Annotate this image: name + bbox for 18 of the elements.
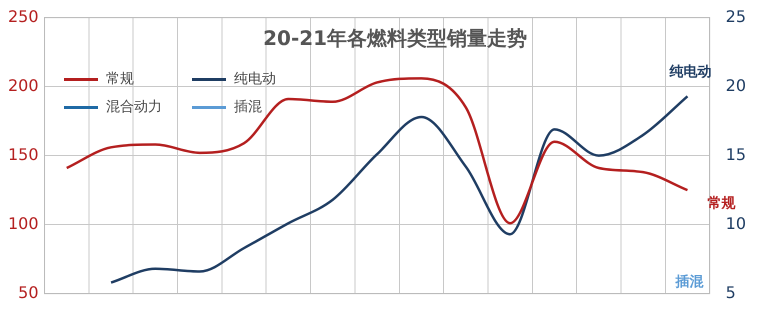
- legend-label: 纯电动: [234, 70, 276, 88]
- annotation: 插混: [674, 274, 705, 290]
- y-tick-label: 150: [8, 144, 39, 164]
- legend-label: 插混: [234, 98, 262, 116]
- y2-tick-label: 20: [726, 76, 746, 95]
- y2-tick-label: 5: [726, 282, 736, 302]
- legend-label: 常规: [106, 70, 134, 88]
- y-tick-label: 250: [8, 6, 39, 26]
- y-tick-label: 200: [8, 76, 39, 95]
- text: 常规: [708, 196, 736, 212]
- text: 纯电动: [670, 64, 712, 80]
- text: 20-21年各燃料类型销量走势: [263, 26, 528, 50]
- y2-tick-label: 10: [726, 214, 746, 233]
- y2-tick-label: 25: [726, 6, 746, 26]
- legend-label: 混合动力: [106, 98, 162, 116]
- y-tick-label: 100: [8, 214, 39, 233]
- y-tick-label: 50: [18, 282, 39, 302]
- y2-tick-label: 15: [726, 144, 746, 164]
